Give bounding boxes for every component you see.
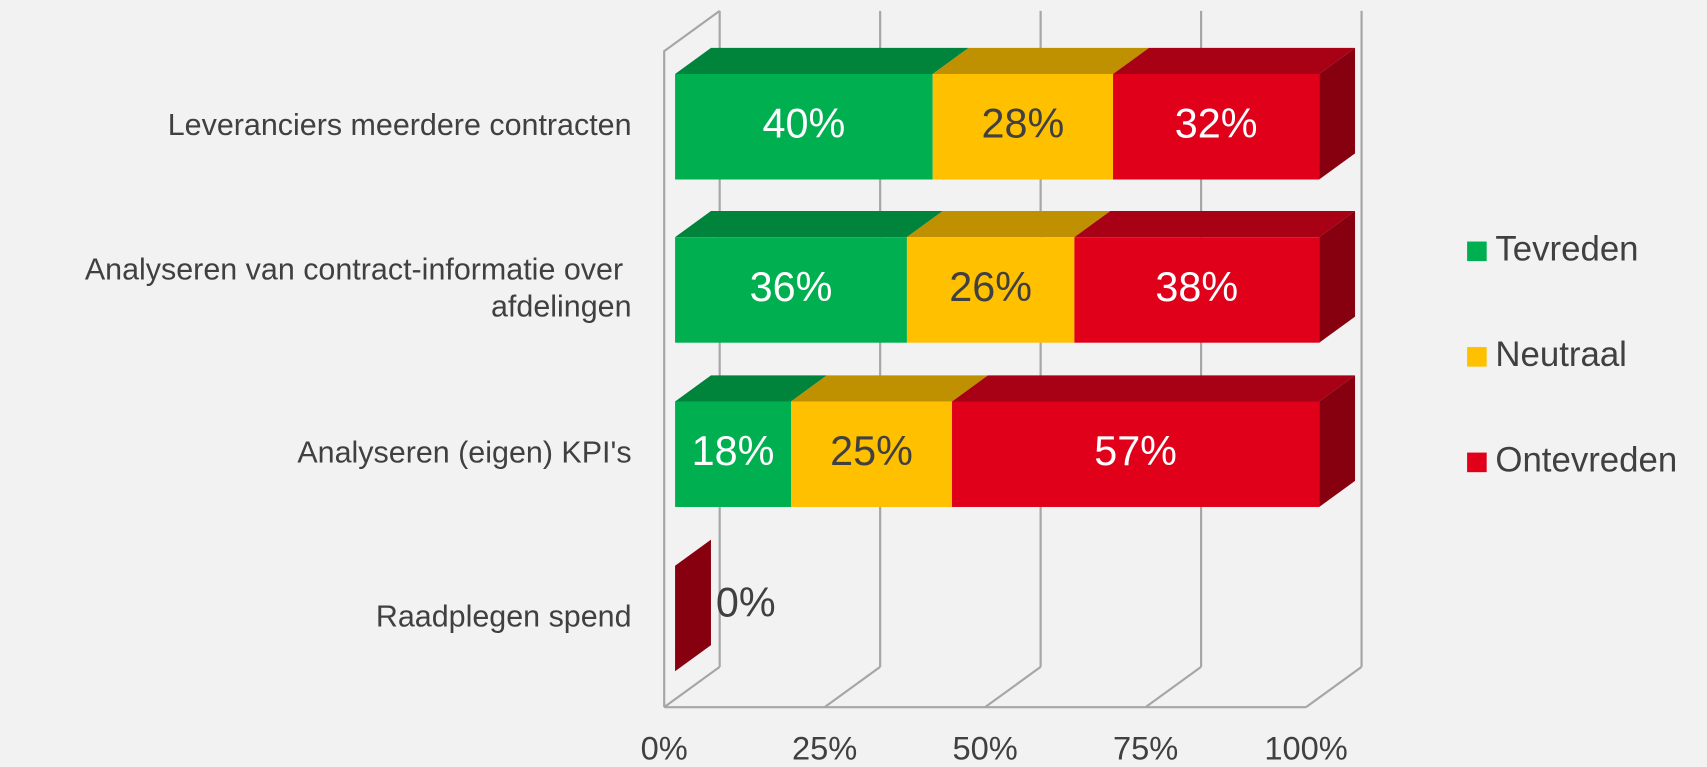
legend-swatch — [1467, 452, 1487, 473]
floor-line — [1305, 666, 1363, 709]
bar-top — [1074, 211, 1356, 238]
value-label: 25% — [830, 428, 913, 474]
x-tick-label: 75% — [1113, 729, 1178, 766]
bar — [675, 401, 792, 507]
legend-label: Neutraal — [1495, 335, 1627, 374]
legend-swatch — [1467, 347, 1487, 367]
x-tick-label: 100% — [1264, 729, 1347, 766]
bar — [675, 73, 933, 180]
bar — [791, 401, 953, 507]
bar-side — [675, 539, 711, 672]
bar-top — [791, 375, 988, 402]
value-label: 57% — [1094, 428, 1177, 474]
category-label: Raadplegen spend — [376, 600, 632, 634]
category-label: Analyseren van contract-informatie over … — [85, 252, 632, 323]
bar — [675, 237, 907, 343]
bar — [906, 237, 1075, 343]
floor-line — [663, 666, 721, 709]
floor-line — [1144, 666, 1202, 709]
x-tick-label: 50% — [952, 729, 1017, 766]
bar-side — [1319, 375, 1356, 507]
bar-top — [932, 47, 1149, 74]
legend-label: Ontevreden — [1495, 441, 1677, 480]
category-label: Analyseren (eigen) KPI's — [297, 435, 631, 469]
floor-line — [824, 666, 881, 709]
legend-swatch — [1467, 241, 1487, 262]
bar — [952, 401, 1320, 507]
bar-top — [675, 47, 969, 74]
bar-top — [675, 375, 827, 402]
bar-top — [1113, 47, 1356, 74]
legend-label: Tevreden — [1495, 230, 1638, 269]
x-tick-label: 0% — [641, 729, 688, 766]
value-label: 36% — [750, 264, 833, 310]
value-label: 18% — [692, 428, 775, 474]
value-label: 28% — [982, 101, 1065, 147]
bar — [1074, 237, 1320, 343]
bar — [932, 73, 1114, 180]
value-label: 32% — [1175, 101, 1258, 147]
category-label: Leveranciers meerdere contracten — [168, 108, 632, 142]
bar-side — [1319, 47, 1356, 180]
bar-top — [675, 211, 943, 238]
bar-top — [906, 211, 1111, 238]
value-label: 40% — [763, 101, 846, 147]
value-label: 0% — [716, 579, 776, 625]
bar-side — [1319, 211, 1356, 343]
floor-line — [984, 666, 1042, 709]
bar-top — [952, 375, 1356, 402]
value-label: 26% — [949, 264, 1032, 310]
value-label: 38% — [1155, 264, 1238, 310]
left-wall — [663, 9, 721, 708]
x-tick-label: 25% — [792, 729, 857, 766]
bar — [1113, 73, 1320, 180]
